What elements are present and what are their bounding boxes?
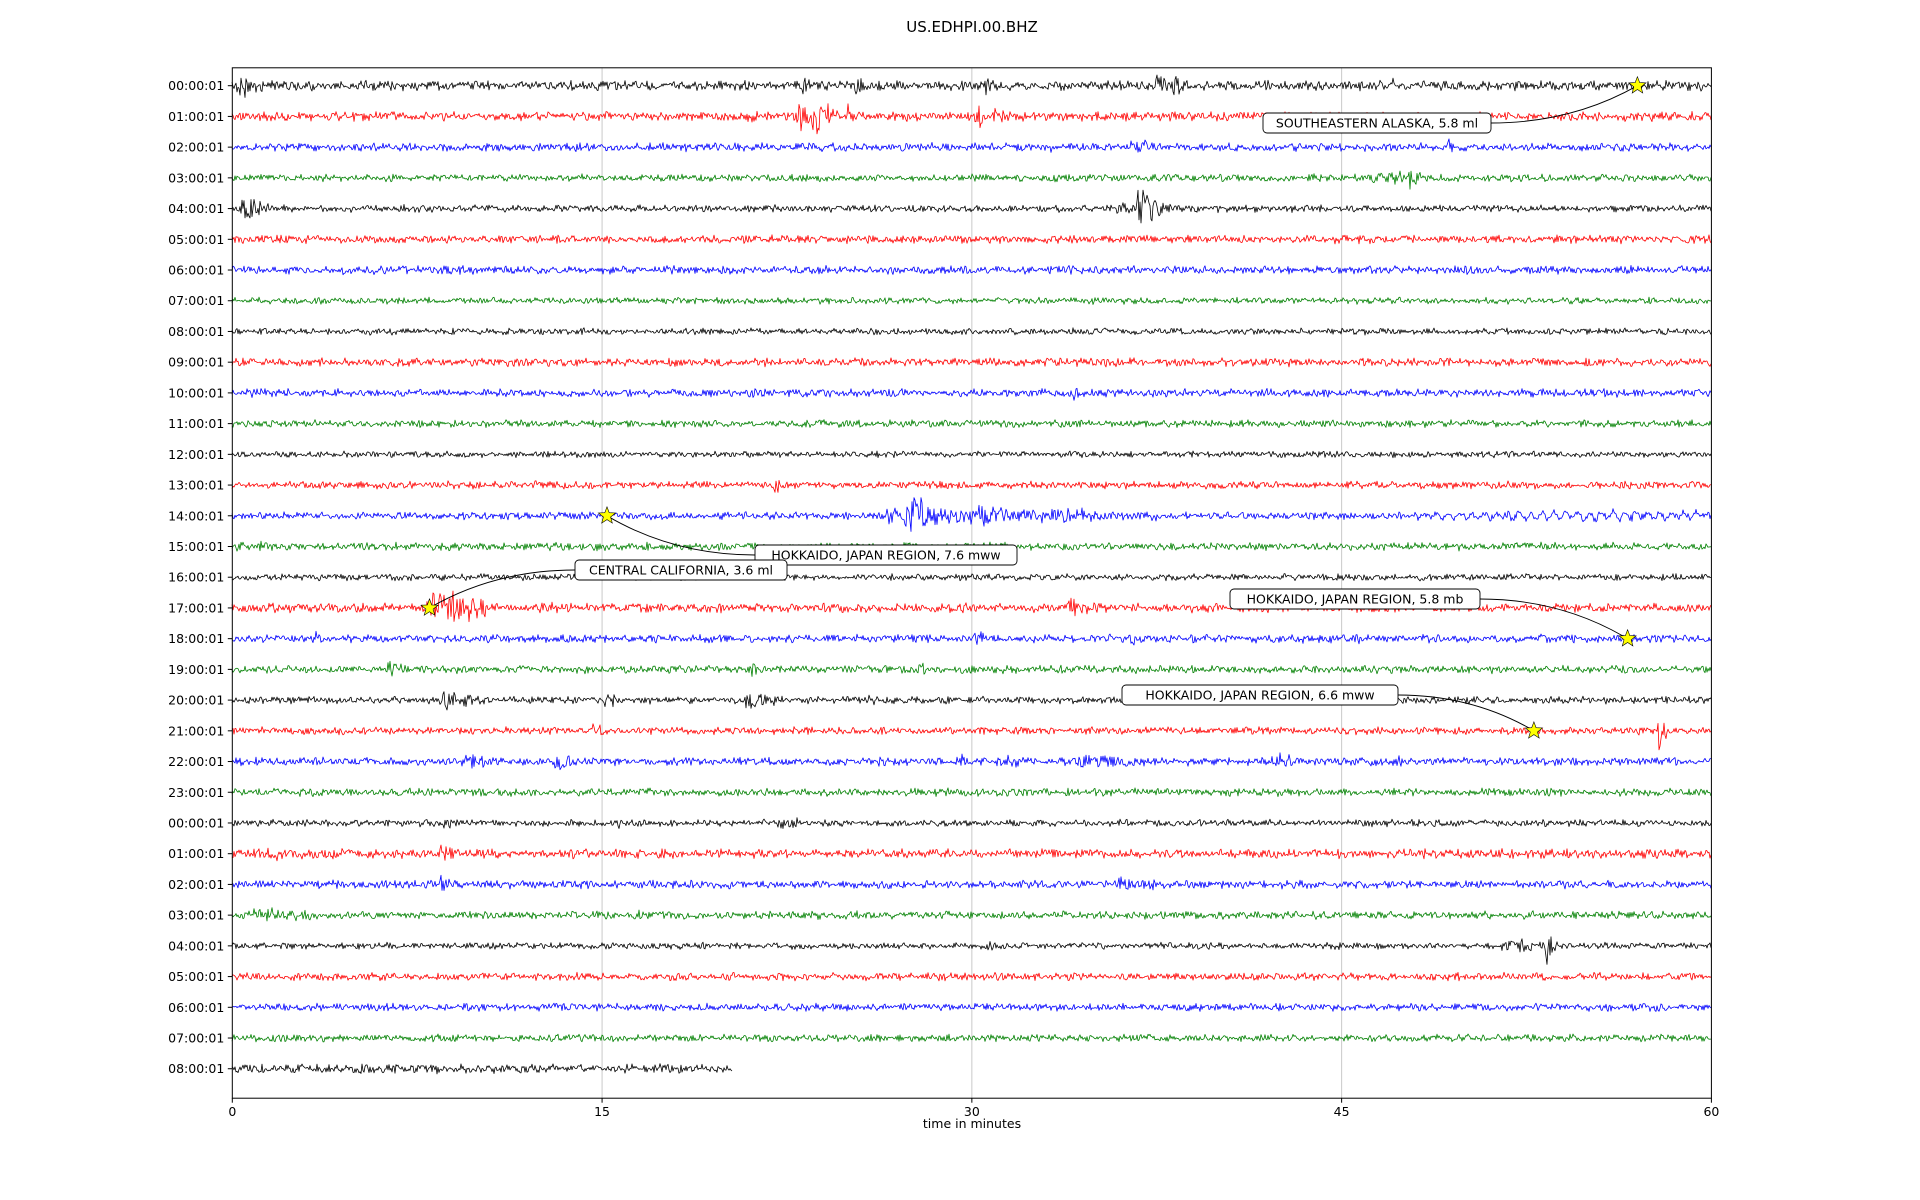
annotation-label-0: SOUTHEASTERN ALASKA, 5.8 ml bbox=[1276, 116, 1478, 131]
trace-time-label: 07:00:01 bbox=[168, 1031, 224, 1046]
x-tick-label: 60 bbox=[1703, 1104, 1719, 1119]
trace-row-24-00:00:01 bbox=[231, 817, 1712, 829]
trace-row-2-02:00:01 bbox=[231, 138, 1712, 153]
x-tick-label: 45 bbox=[1334, 1104, 1350, 1119]
trace-row-11-11:00:01 bbox=[231, 419, 1712, 429]
trace-time-label: 07:00:01 bbox=[168, 293, 224, 308]
trace-time-label: 04:00:01 bbox=[168, 938, 224, 953]
annotation-connector-0 bbox=[1490, 85, 1638, 124]
annotation-connector-2 bbox=[429, 569, 576, 609]
axis-ticks: 0 15 30 45 60 bbox=[227, 85, 1719, 1119]
trace-row-13-13:00:01 bbox=[231, 479, 1712, 493]
annotation-label-2: CENTRAL CALIFORNIA, 3.6 ml bbox=[589, 563, 773, 578]
event-star-1 bbox=[597, 505, 617, 524]
trace-row-20-20:00:01 bbox=[231, 691, 1712, 711]
trace-row-3-03:00:01 bbox=[231, 170, 1712, 190]
annotation-connector-1 bbox=[606, 515, 756, 556]
annotation-box-0 bbox=[1262, 112, 1492, 134]
trace-time-label: 08:00:01 bbox=[168, 324, 224, 339]
trace-row-14-14:00:01 bbox=[231, 497, 1712, 532]
trace-row-30-06:00:01 bbox=[231, 1002, 1712, 1012]
trace-row-8-08:00:01 bbox=[231, 327, 1712, 336]
annotation-label-4: HOKKAIDO, JAPAN REGION, 6.6 mww bbox=[1145, 688, 1374, 703]
trace-time-label: 01:00:01 bbox=[168, 109, 224, 124]
event-star-0 bbox=[1628, 75, 1647, 94]
trace-time-label: 08:00:01 bbox=[168, 1061, 224, 1076]
trace-row-0-00:00:01 bbox=[231, 74, 1712, 98]
event-star-2 bbox=[420, 598, 439, 616]
trace-time-label: 13:00:01 bbox=[168, 478, 224, 493]
trace-time-label: 20:00:01 bbox=[168, 693, 224, 708]
trace-row-4-04:00:01 bbox=[231, 189, 1712, 224]
trace-time-label: 12:00:01 bbox=[168, 447, 224, 462]
trace-time-label: 16:00:01 bbox=[168, 570, 224, 585]
trace-lines bbox=[231, 74, 1712, 1075]
trace-time-label: 00:00:01 bbox=[168, 815, 224, 830]
trace-time-label: 19:00:01 bbox=[168, 662, 224, 677]
trace-row-18-18:00:01 bbox=[231, 630, 1712, 646]
trace-row-19-19:00:01 bbox=[231, 660, 1712, 677]
x-axis-label: time in minutes bbox=[923, 1116, 1021, 1131]
annotation-connector-4 bbox=[1397, 694, 1535, 732]
trace-row-10-10:00:01 bbox=[231, 387, 1712, 401]
trace-row-6-06:00:01 bbox=[231, 264, 1712, 276]
annotation-box-2 bbox=[574, 559, 788, 581]
trace-time-label: 04:00:01 bbox=[168, 201, 224, 216]
trace-row-5-05:00:01 bbox=[231, 234, 1712, 245]
trace-time-label: 09:00:01 bbox=[168, 355, 224, 370]
gridlines bbox=[601, 67, 1343, 1099]
x-tick-label: 30 bbox=[964, 1104, 980, 1119]
trace-row-26-02:00:01 bbox=[231, 874, 1712, 891]
trace-row-9-09:00:01 bbox=[231, 357, 1712, 368]
trace-row-16-16:00:01 bbox=[231, 573, 1712, 582]
trace-row-22-22:00:01 bbox=[231, 752, 1712, 771]
trace-row-12-12:00:01 bbox=[231, 450, 1712, 459]
event-star-3 bbox=[1618, 628, 1637, 647]
trace-row-31-07:00:01 bbox=[231, 1033, 1711, 1043]
trace-time-label: 01:00:01 bbox=[168, 846, 224, 861]
trace-time-label: 05:00:01 bbox=[168, 969, 224, 984]
trace-row-7-07:00:01 bbox=[231, 296, 1712, 305]
trace-row-27-03:00:01 bbox=[231, 907, 1712, 922]
trace-time-label: 05:00:01 bbox=[168, 232, 224, 247]
trace-time-label: 11:00:01 bbox=[168, 416, 224, 431]
trace-time-label: 03:00:01 bbox=[168, 170, 224, 185]
annotation-box-4 bbox=[1121, 684, 1399, 706]
event-star-4 bbox=[1524, 720, 1544, 739]
trace-time-label: 22:00:01 bbox=[168, 754, 224, 769]
trace-time-label: 02:00:01 bbox=[168, 140, 224, 155]
trace-time-label: 06:00:01 bbox=[168, 1000, 224, 1015]
trace-time-label: 10:00:01 bbox=[168, 385, 224, 400]
annotation-connector-3 bbox=[1479, 598, 1628, 640]
trace-time-label: 14:00:01 bbox=[168, 508, 224, 523]
trace-time-label: 03:00:01 bbox=[168, 908, 224, 923]
annotation-box-3 bbox=[1229, 588, 1481, 610]
trace-row-32-08:00:01 bbox=[231, 1063, 733, 1075]
annotation-box-1 bbox=[754, 544, 1018, 566]
trace-row-28-04:00:01 bbox=[231, 936, 1712, 965]
trace-time-labels: 00:00:01 01:00:01 02:00:01 03:00:01 04:00:01… bbox=[168, 78, 224, 1076]
trace-time-label: 18:00:01 bbox=[168, 631, 224, 646]
trace-row-21-21:00:01 bbox=[231, 722, 1712, 751]
trace-time-label: 15:00:01 bbox=[168, 539, 224, 554]
trace-time-label: 23:00:01 bbox=[168, 785, 224, 800]
trace-time-label: 21:00:01 bbox=[168, 723, 224, 738]
trace-row-29-05:00:01 bbox=[231, 971, 1712, 982]
trace-row-23-23:00:01 bbox=[231, 787, 1712, 797]
chart-title: US.EDHPI.00.BHZ bbox=[906, 18, 1038, 36]
annotation-label-3: HOKKAIDO, JAPAN REGION, 5.8 mb bbox=[1247, 592, 1464, 607]
annotation-label-1: HOKKAIDO, JAPAN REGION, 7.6 mww bbox=[771, 548, 1000, 563]
trace-time-label: 02:00:01 bbox=[168, 877, 224, 892]
trace-row-25-01:00:01 bbox=[231, 844, 1712, 862]
trace-time-label: 00:00:01 bbox=[168, 78, 224, 93]
event-stars bbox=[420, 75, 1647, 739]
event-annotations: SOUTHEASTERN ALASKA, 5.8 ml HOKKAIDO, JAP… bbox=[429, 85, 1638, 732]
x-tick-label: 0 bbox=[228, 1104, 236, 1119]
x-tick-label: 15 bbox=[594, 1104, 610, 1119]
trace-time-label: 17:00:01 bbox=[168, 600, 224, 615]
trace-time-label: 06:00:01 bbox=[168, 263, 224, 278]
